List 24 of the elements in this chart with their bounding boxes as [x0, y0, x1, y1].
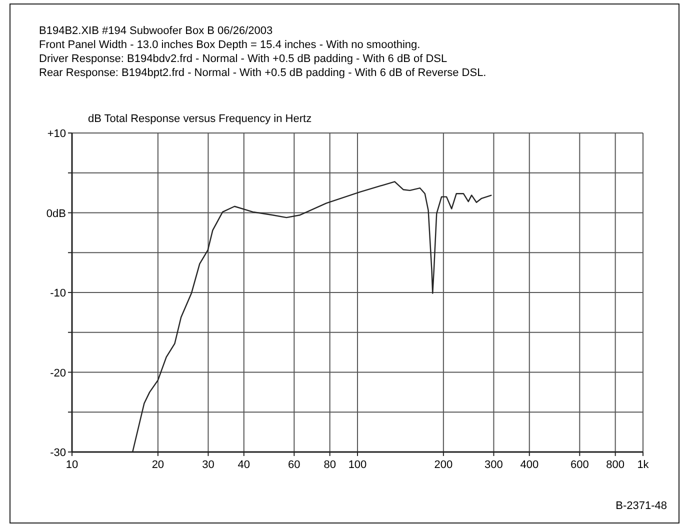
x-tick-label: 40 [238, 459, 250, 471]
x-tick-label: 30 [202, 459, 214, 471]
text: Rear Response: B194bpt2.frd - Normal - With +0.5 dB padding - With 6 dB of Reverse DSL. [39, 67, 486, 79]
x-tick-label: 300 [484, 459, 503, 471]
text: B194B2.XIB #194 Subwoofer Box B 06/26/2003 [39, 25, 273, 37]
x-tick-label: 200 [434, 459, 453, 471]
y-tick-label: +10 [47, 128, 66, 140]
text: Driver Response: B194bdv2.frd - Normal - With +0.5 dB padding - With 6 dB of DSL [39, 53, 448, 65]
text: B-2371-48 [616, 500, 667, 512]
x-tick-label: 20 [152, 459, 164, 471]
x-tick-label: 100 [348, 459, 367, 471]
x-tick-label: 600 [570, 459, 589, 471]
chart-title: dB Total Response versus Frequency in Hertz [88, 113, 312, 125]
x-tick-label: 400 [520, 459, 539, 471]
x-tick-label: 10 [66, 459, 78, 471]
x-tick-label: 800 [606, 459, 625, 471]
text: Front Panel Width - 13.0 inches Box Depth = 15.4 inches - With no smoothing. [39, 39, 420, 51]
x-tick-label: 1k [637, 459, 650, 471]
x-tick-label: 60 [288, 459, 300, 471]
y-tick-label: 0dB [46, 208, 66, 220]
y-tick-label: -10 [50, 288, 66, 300]
y-tick-label: -30 [50, 447, 66, 459]
y-tick-label: -20 [50, 367, 66, 380]
x-tick-label: 80 [324, 459, 336, 471]
